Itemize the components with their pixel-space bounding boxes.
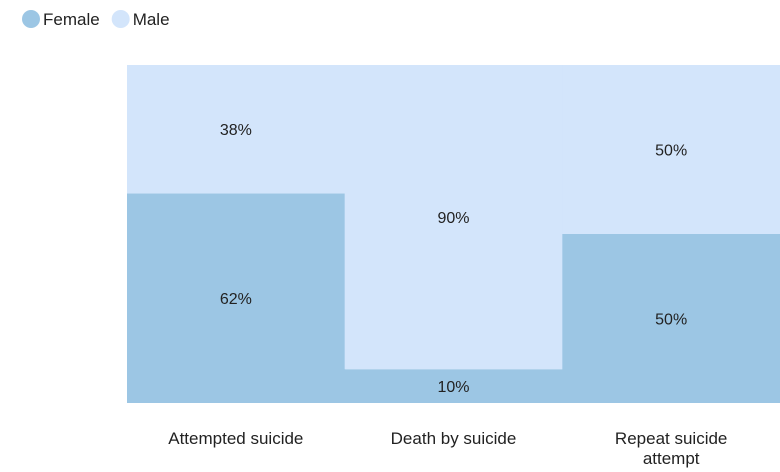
category-label-2-line-0: Repeat suicide [615,429,727,448]
bar-female-1 [344,369,563,403]
data-label-male-2: 50% [655,143,687,160]
legend-label-female: Female [43,10,100,29]
bar-female-2 [562,234,780,403]
legend-marker-male [111,10,130,28]
bar-female-0 [127,193,346,403]
legend-marker-female [22,10,40,28]
data-label-female-0: 62% [220,291,252,308]
bars [127,65,780,403]
data-label-male-0: 38% [220,122,252,139]
legend: Female Male [22,10,170,29]
category-label-0: Attempted suicide [168,429,303,448]
data-labels: 62% 38% 10% 90% 50% 50% [220,122,687,396]
bar-male-1 [344,65,563,370]
category-label-1: Death by suicide [391,429,517,448]
category-label-2-line-1: attempt [643,449,700,468]
legend-label-male: Male [133,10,170,29]
bar-male-2 [562,65,780,234]
data-label-male-1: 90% [437,210,469,227]
data-label-female-2: 50% [655,312,687,329]
category-axis: Attempted suicide Death by suicide Repeat … [168,429,727,468]
data-label-female-1: 10% [437,379,469,396]
bar-male-0 [127,65,346,194]
